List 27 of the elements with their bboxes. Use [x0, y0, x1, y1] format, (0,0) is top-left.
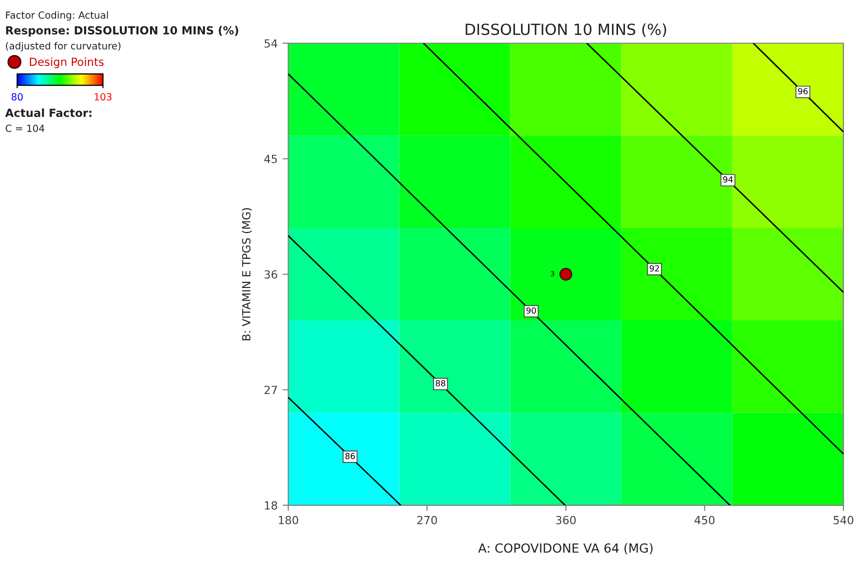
y-tick-label: 45	[264, 154, 277, 164]
y-axis-title: B: VITAMIN E TPGS (MG)	[242, 208, 252, 340]
x-tick-label: 270	[417, 516, 437, 524]
color-bar-label: 80	[12, 93, 23, 101]
text: Response: DISSOLUTION 10 MINS (%)	[6, 26, 238, 37]
series-label: 90	[526, 307, 536, 314]
series-label: 96	[798, 88, 808, 94]
x-tick-label: 360	[556, 516, 576, 524]
y-tick-label: 18	[264, 501, 278, 510]
y-tick-label: 27	[264, 386, 277, 394]
color-bar-label: 103	[94, 93, 112, 101]
x-tick-label: 180	[278, 516, 298, 524]
series-label: 92	[650, 265, 659, 272]
y-tick-label: 54	[264, 39, 278, 48]
series-label: 86	[345, 452, 355, 460]
legend-label: Design Points	[30, 57, 104, 68]
chart-title: DISSOLUTION 10 MINS (%)	[466, 23, 666, 37]
text: C = 104	[6, 124, 44, 132]
x-axis-title: A: COPOVIDONE VA 64 (MG)	[478, 543, 653, 554]
x-tick-label: 450	[694, 516, 714, 524]
text: Actual Factor:	[5, 108, 92, 118]
y-tick-label: 36	[264, 270, 278, 279]
series-label: 94	[723, 176, 733, 183]
text: (adjusted for curvature)	[6, 42, 120, 52]
series-label: 88	[436, 380, 446, 386]
text: Factor Coding: Actual	[6, 11, 108, 21]
x-tick-label: 540	[834, 516, 854, 524]
